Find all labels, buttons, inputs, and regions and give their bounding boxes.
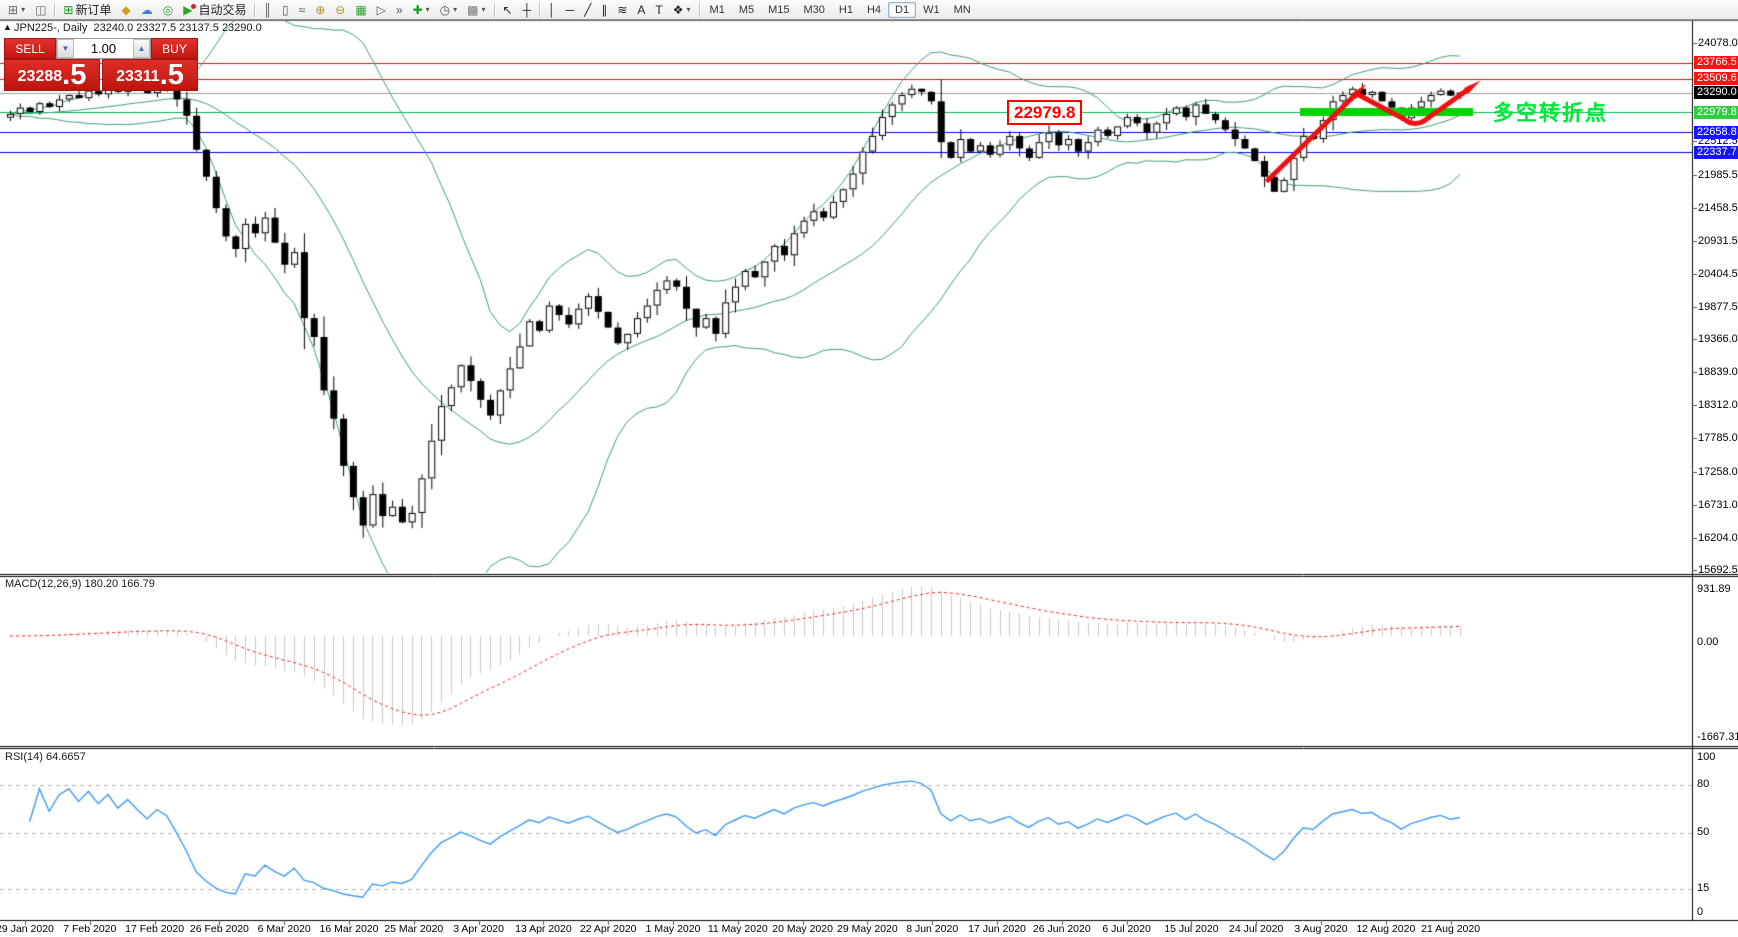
date-tick-label: 3 Aug 2020 [1294, 923, 1348, 935]
date-tick-label: 8 Jun 2020 [906, 923, 959, 935]
chart-menu-arrow-icon[interactable]: ▲ [3, 22, 12, 32]
volume-decrease-button[interactable]: ▼ [57, 39, 74, 58]
rsi-axis-label: 100 [1697, 751, 1716, 763]
date-tick-label: 6 Mar 2020 [257, 923, 311, 935]
price-level-badge: 22658.8 [1694, 125, 1738, 139]
date-tick-label: 17 Jun 2020 [968, 923, 1026, 935]
price-tick-label: 17785.0 [1698, 432, 1738, 445]
date-tick-label: 22 Apr 2020 [579, 923, 637, 935]
date-tick-label: 26 Jun 2020 [1032, 923, 1091, 935]
date-tick-label: 29 May 2020 [837, 923, 898, 935]
price-level-badge: 23766.5 [1694, 56, 1738, 70]
macd-axis-label: -1667.31 [1697, 730, 1738, 743]
date-tick-label: 12 Aug 2020 [1356, 923, 1416, 935]
date-tick-label: 1 May 2020 [645, 923, 701, 935]
buy-price-main: 23311 [116, 68, 160, 85]
price-tick-label: 17258.0 [1698, 465, 1738, 478]
price-level-badge: 23509.6 [1694, 72, 1738, 86]
buy-price-pips: .5 [159, 59, 184, 91]
price-level-badge: 22979.8 [1694, 105, 1738, 119]
price-tick-label: 19366.0 [1698, 333, 1738, 346]
rsi-axis-label: 80 [1697, 778, 1710, 790]
price-tick-label: 20404.5 [1698, 267, 1738, 280]
price-tick-label: 16731.0 [1698, 498, 1738, 511]
date-tick-label: 3 Apr 2020 [453, 923, 504, 935]
price-tick-label: 21458.5 [1698, 201, 1738, 214]
price-tick-label: 16204.0 [1698, 531, 1738, 544]
date-tick-label: 11 May 2020 [707, 923, 768, 935]
date-tick-label: 25 Mar 2020 [384, 923, 444, 935]
chart-symbol-period: JPN225-, Daily [14, 22, 88, 34]
chart-header: JPN225-, Daily 23240.0 23327.5 23137.5 2… [14, 22, 262, 34]
rsi-axis-label: 15 [1697, 882, 1710, 894]
one-click-trading-panel: SELL ▼ 1.00 ▲ BUY 23288.5 23311.5 [4, 38, 198, 91]
price-tick-label: 24078.0 [1698, 37, 1738, 49]
date-tick-label: 24 Jul 2020 [1229, 923, 1284, 935]
date-tick-label: 26 Feb 2020 [189, 923, 249, 935]
price-tick-label: 15692.5 [1698, 564, 1738, 576]
sell-price-button[interactable]: 23288.5 [4, 59, 100, 91]
rsi-indicator-label: RSI(14) 64.6657 [5, 751, 86, 763]
rsi-axis-label: 0 [1697, 906, 1704, 918]
macd-axis-label: 931.89 [1697, 582, 1731, 595]
chart-ohlc-values: 23240.0 23327.5 23137.5 23290.0 [93, 22, 262, 34]
sell-button[interactable]: SELL [4, 38, 56, 59]
date-tick-label: 29 Jan 2020 [0, 923, 54, 935]
price-tick-label: 19877.5 [1698, 300, 1738, 313]
macd-indicator-label: MACD(12,26,9) 180.20 166.79 [5, 578, 155, 590]
date-tick-label: 21 Aug 2020 [1421, 923, 1481, 935]
rsi-axis-label: 50 [1697, 826, 1710, 838]
price-level-annotation: 22979.8 [1007, 100, 1083, 125]
date-tick-label: 6 Jul 2020 [1102, 923, 1151, 935]
price-tick-label: 20931.5 [1698, 234, 1738, 247]
date-tick-label: 15 Jul 2020 [1164, 923, 1219, 935]
price-tick-label: 21985.5 [1698, 168, 1738, 181]
buy-button[interactable]: BUY [151, 38, 198, 59]
sell-price-main: 23288 [17, 68, 63, 85]
macd-axis-label: 0.00 [1697, 636, 1719, 648]
price-level-badge: 22337.7 [1694, 145, 1738, 159]
price-level-badge: 23290.0 [1694, 86, 1738, 100]
date-tick-label: 20 May 2020 [772, 923, 833, 935]
sell-price-pips: .5 [62, 59, 87, 91]
volume-input[interactable]: 1.00 [74, 39, 133, 58]
date-tick-label: 17 Feb 2020 [125, 923, 185, 935]
price-tick-label: 18312.0 [1698, 399, 1738, 412]
turning-point-annotation: 多空转折点 [1493, 102, 1608, 125]
price-tick-label: 18839.0 [1698, 366, 1738, 379]
date-tick-label: 16 Mar 2020 [319, 923, 379, 935]
buy-price-button[interactable]: 23311.5 [102, 59, 198, 91]
date-tick-label: 7 Feb 2020 [63, 923, 117, 935]
volume-increase-button[interactable]: ▲ [133, 39, 150, 58]
volume-stepper: ▼ 1.00 ▲ [56, 38, 151, 59]
date-tick-label: 13 Apr 2020 [515, 923, 572, 935]
